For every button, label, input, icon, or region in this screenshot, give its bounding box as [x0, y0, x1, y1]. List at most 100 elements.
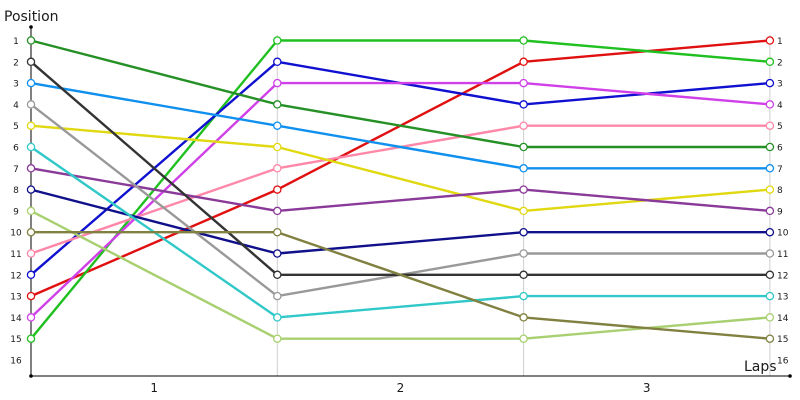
right-tick-label: 3 [777, 80, 783, 90]
origin-dot [29, 374, 33, 378]
data-point [26, 164, 36, 173]
data-point [273, 78, 282, 88]
data-point [26, 313, 36, 322]
data-point [765, 78, 775, 88]
y-tick-label: 11 [10, 250, 21, 260]
data-point [519, 36, 528, 45]
y-tick-label: 7 [13, 165, 19, 175]
series-7 [26, 78, 775, 173]
data-point [765, 121, 775, 130]
right-tick-label: 2 [777, 58, 783, 68]
data-point [765, 291, 775, 301]
data-point [765, 36, 775, 45]
y-tick-label: 16 [10, 357, 22, 367]
data-point [519, 142, 528, 152]
data-point [26, 291, 36, 301]
right-tick-label: 13 [777, 293, 788, 303]
series-10 [26, 185, 775, 258]
x-tick-label: 2 [397, 381, 405, 395]
data-point [519, 334, 528, 343]
data-point [519, 249, 528, 258]
data-point [273, 36, 282, 45]
data-point [519, 164, 528, 173]
x-tick-label: 3 [643, 381, 651, 395]
series-line [30, 188, 770, 255]
x-axis-label: Laps [744, 359, 777, 375]
data-point [519, 121, 528, 130]
y-tick-label: 1 [13, 37, 19, 47]
right-tick-label: 8 [777, 186, 783, 196]
data-point [765, 206, 775, 216]
y-axis-label: Position [4, 9, 59, 25]
data-point [26, 57, 36, 67]
data-point [765, 57, 775, 67]
x-axis-arrow [788, 374, 792, 378]
data-point [26, 206, 36, 216]
data-point [273, 206, 282, 216]
data-point [273, 164, 282, 173]
series-9 [26, 164, 775, 216]
y-tick-label: 3 [13, 80, 19, 90]
data-point [273, 270, 282, 280]
data-point [26, 78, 36, 88]
data-point [765, 142, 775, 152]
right-tick-label: 14 [777, 314, 789, 324]
right-tick-label: 15 [777, 335, 788, 345]
right-tick-label: 4 [777, 101, 783, 111]
data-point [26, 227, 36, 237]
x-tick-label: 1 [150, 381, 158, 395]
y-tick-label: 2 [13, 58, 19, 68]
data-point [519, 100, 528, 109]
y-tick-label: 4 [13, 101, 19, 111]
data-point [273, 185, 282, 194]
y-tick-label: 9 [13, 207, 19, 217]
data-point [26, 334, 36, 343]
right-tick-label: 5 [777, 122, 783, 132]
data-point [26, 185, 36, 194]
y-tick-label: 10 [10, 229, 22, 239]
data-point [765, 227, 775, 237]
y-tick-label: 6 [13, 144, 19, 154]
y-tick-label: 13 [10, 293, 21, 303]
data-point [273, 57, 282, 67]
data-point [273, 121, 282, 130]
data-point [765, 164, 775, 173]
data-point [519, 227, 528, 237]
right-tick-label: 16 [777, 357, 789, 367]
data-point [519, 291, 528, 301]
series-line [30, 167, 771, 213]
series-15 [26, 227, 775, 343]
data-point [273, 227, 282, 237]
data-point [26, 142, 36, 152]
data-point [765, 185, 775, 194]
y-tick-label: 14 [10, 314, 22, 324]
data-point [519, 78, 528, 88]
data-point [273, 291, 282, 301]
series-line [30, 81, 770, 170]
data-point [26, 100, 36, 109]
data-point [519, 185, 528, 194]
data-point [765, 334, 775, 343]
x-tick-labels: 1 2 3 [150, 381, 650, 395]
data-point [26, 121, 36, 130]
data-point [765, 100, 775, 109]
data-point [519, 57, 528, 67]
data-point [26, 249, 36, 258]
series-lines [26, 36, 775, 343]
right-tick-label: 7 [777, 165, 783, 175]
y-tick-label: 12 [10, 271, 21, 281]
series-line [30, 39, 770, 149]
right-tick-label: 10 [777, 229, 789, 239]
right-tick-label: 1 [777, 37, 783, 47]
data-point [765, 313, 775, 322]
y-axis-arrow [29, 25, 33, 29]
data-point [26, 270, 36, 280]
data-point [765, 249, 775, 258]
series-line [31, 230, 771, 340]
data-point [519, 206, 528, 216]
data-point [765, 270, 775, 280]
data-point [273, 249, 282, 258]
